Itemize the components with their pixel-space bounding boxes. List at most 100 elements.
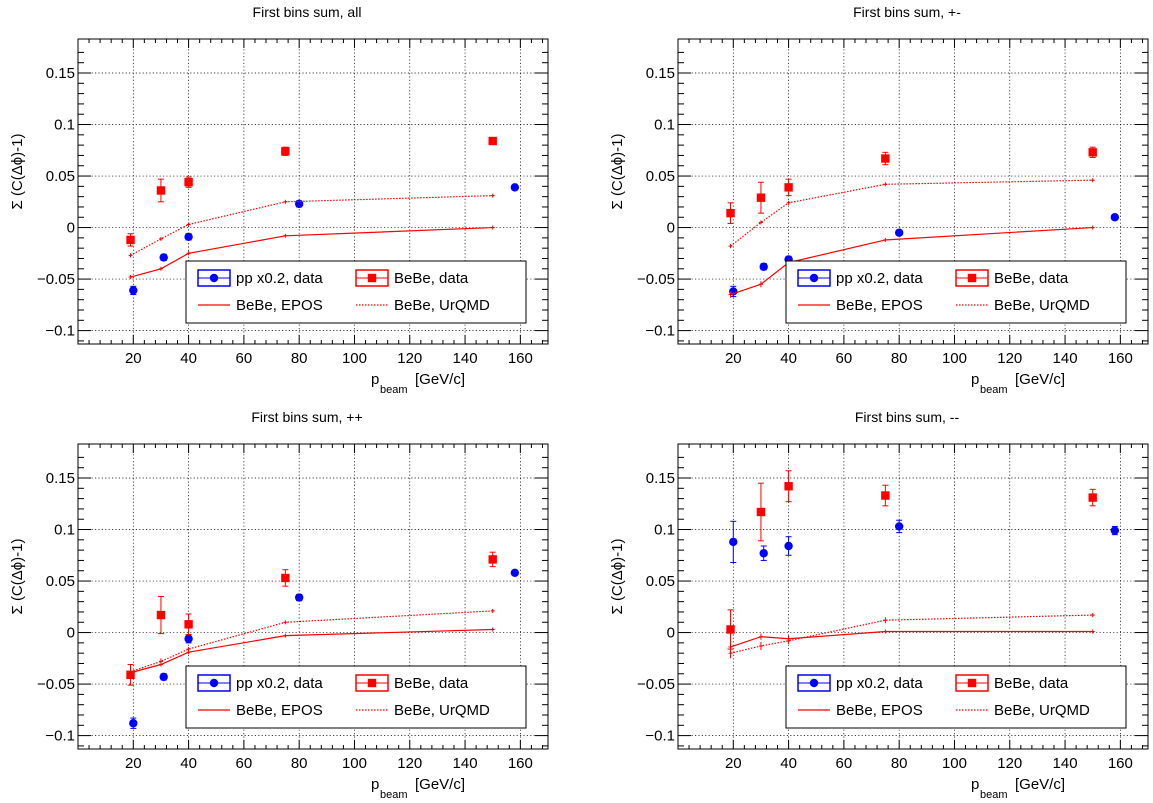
data-point bbox=[726, 625, 735, 634]
legend-label: BeBe, EPOS bbox=[236, 702, 323, 719]
data-point bbox=[729, 537, 738, 547]
data-point bbox=[784, 541, 793, 551]
x-tick-label: 80 bbox=[291, 755, 308, 772]
legend-entry: pp x0.2, data bbox=[197, 269, 323, 287]
legend: pp x0.2, data BeBe, data BeBe, EPOS BeBe, U… bbox=[785, 665, 1127, 729]
chart-panel-4: First bins sum, -- 20 40 60 80 100 120 140 160 −0… bbox=[609, 409, 1149, 801]
chart-title: First bins sum, -- bbox=[855, 409, 960, 425]
x-axis-label-sub: beam bbox=[980, 789, 1008, 801]
y-tick-label: 0.05 bbox=[46, 168, 75, 185]
legend-label: BeBe, data bbox=[994, 675, 1069, 692]
series-line bbox=[130, 195, 493, 256]
x-tick-label: 160 bbox=[1108, 755, 1133, 772]
plot-frame bbox=[77, 443, 549, 750]
legend: pp x0.2, data BeBe, data BeBe, EPOS BeBe, U… bbox=[185, 665, 527, 729]
data-point bbox=[759, 549, 768, 558]
legend-label: pp x0.2, data bbox=[836, 675, 923, 692]
x-tick-label: 40 bbox=[780, 755, 797, 772]
x-tick-label: 140 bbox=[453, 755, 478, 772]
y-tick-label: 0 bbox=[67, 220, 75, 237]
data-point bbox=[184, 178, 193, 187]
y-tick-label: 0 bbox=[67, 625, 75, 642]
series-bebe-epos bbox=[128, 627, 495, 675]
data-point bbox=[759, 262, 768, 271]
data-point bbox=[184, 620, 193, 629]
series-line bbox=[730, 614, 1093, 654]
legend-entry: BeBe, data bbox=[355, 674, 469, 692]
legend-label: BeBe, EPOS bbox=[836, 702, 923, 719]
data-point bbox=[184, 634, 193, 643]
data-point bbox=[159, 253, 168, 262]
legend-marker bbox=[809, 273, 819, 283]
x-axis-label-unit: [GeV/c] bbox=[415, 371, 465, 388]
x-tick-label: 40 bbox=[780, 350, 797, 367]
x-tick-label: 100 bbox=[342, 755, 367, 772]
data-point bbox=[294, 593, 304, 602]
plot-data bbox=[126, 551, 520, 729]
legend-entry: BeBe, UrQMD bbox=[956, 297, 1090, 314]
x-axis-label-main: p bbox=[371, 371, 379, 388]
data-point bbox=[729, 287, 738, 296]
y-tick-label: 0 bbox=[667, 220, 675, 237]
legend-entry: BeBe, UrQMD bbox=[956, 702, 1090, 719]
data-point bbox=[281, 573, 290, 583]
y-tick-label: −0.1 bbox=[645, 728, 675, 745]
x-axis-label-sub: beam bbox=[380, 384, 408, 396]
x-axis-label-sub: beam bbox=[380, 789, 408, 801]
legend-entry: BeBe, data bbox=[955, 674, 1069, 692]
legend-label: BeBe, data bbox=[394, 675, 469, 692]
chart-panel-3: First bins sum, ++ 20 40 60 80 100 120 140 160 −0… bbox=[9, 409, 549, 801]
y-axis-label: Σ (C(Δϕ)-1) bbox=[609, 133, 626, 209]
legend-entry: pp x0.2, data bbox=[797, 674, 923, 692]
x-tick-label: 120 bbox=[997, 350, 1022, 367]
x-tick-label: 100 bbox=[942, 755, 967, 772]
x-tick-label: 140 bbox=[1053, 350, 1078, 367]
x-tick-label: 60 bbox=[236, 755, 253, 772]
legend-marker bbox=[367, 273, 377, 283]
data-point bbox=[510, 183, 520, 192]
y-tick-label: −0.05 bbox=[37, 676, 75, 693]
plot-data bbox=[726, 470, 1120, 659]
data-point bbox=[294, 199, 304, 209]
series-line bbox=[130, 610, 493, 673]
x-tick-label: 80 bbox=[891, 350, 908, 367]
x-tick-label: 60 bbox=[836, 755, 853, 772]
data-point bbox=[1088, 493, 1097, 502]
data-point bbox=[756, 193, 766, 202]
x-tick-label: 100 bbox=[942, 350, 967, 367]
series-bebe-urqmd bbox=[728, 178, 1095, 249]
data-point bbox=[156, 610, 166, 620]
y-tick-label: −0.1 bbox=[45, 728, 75, 745]
legend-marker bbox=[367, 678, 377, 688]
data-point bbox=[126, 235, 135, 245]
x-tick-label: 20 bbox=[125, 350, 142, 367]
x-axis-label-main: p bbox=[971, 371, 979, 388]
legend-entry: pp x0.2, data bbox=[797, 269, 923, 287]
legend-label: BeBe, data bbox=[994, 270, 1069, 287]
y-tick-label: 0.1 bbox=[654, 117, 675, 134]
y-tick-label: −0.05 bbox=[637, 676, 675, 693]
x-tick-label: 60 bbox=[236, 350, 253, 367]
legend-entry: BeBe, EPOS bbox=[198, 702, 323, 719]
x-tick-label: 160 bbox=[1108, 350, 1133, 367]
series-bebe-data bbox=[126, 551, 497, 686]
legend-entry: pp x0.2, data bbox=[197, 674, 323, 692]
data-point bbox=[1110, 526, 1120, 535]
series-bebe-data bbox=[126, 136, 497, 247]
series-pp-x0-2-data bbox=[129, 183, 520, 296]
y-tick-label: 0.1 bbox=[54, 117, 75, 134]
legend-label: BeBe, data bbox=[394, 270, 469, 287]
legend-entry: BeBe, data bbox=[955, 269, 1069, 287]
x-tick-label: 140 bbox=[1053, 755, 1078, 772]
series-bebe-data bbox=[726, 470, 1097, 650]
data-point bbox=[129, 719, 138, 728]
series-bebe-urqmd bbox=[728, 612, 1095, 659]
y-tick-label: 0.05 bbox=[646, 168, 675, 185]
legend-entry: BeBe, data bbox=[355, 269, 469, 287]
y-axis-label: Σ (C(Δϕ)-1) bbox=[9, 538, 26, 614]
x-tick-label: 160 bbox=[508, 755, 533, 772]
x-tick-label: 40 bbox=[180, 350, 197, 367]
legend-label: pp x0.2, data bbox=[236, 270, 323, 287]
